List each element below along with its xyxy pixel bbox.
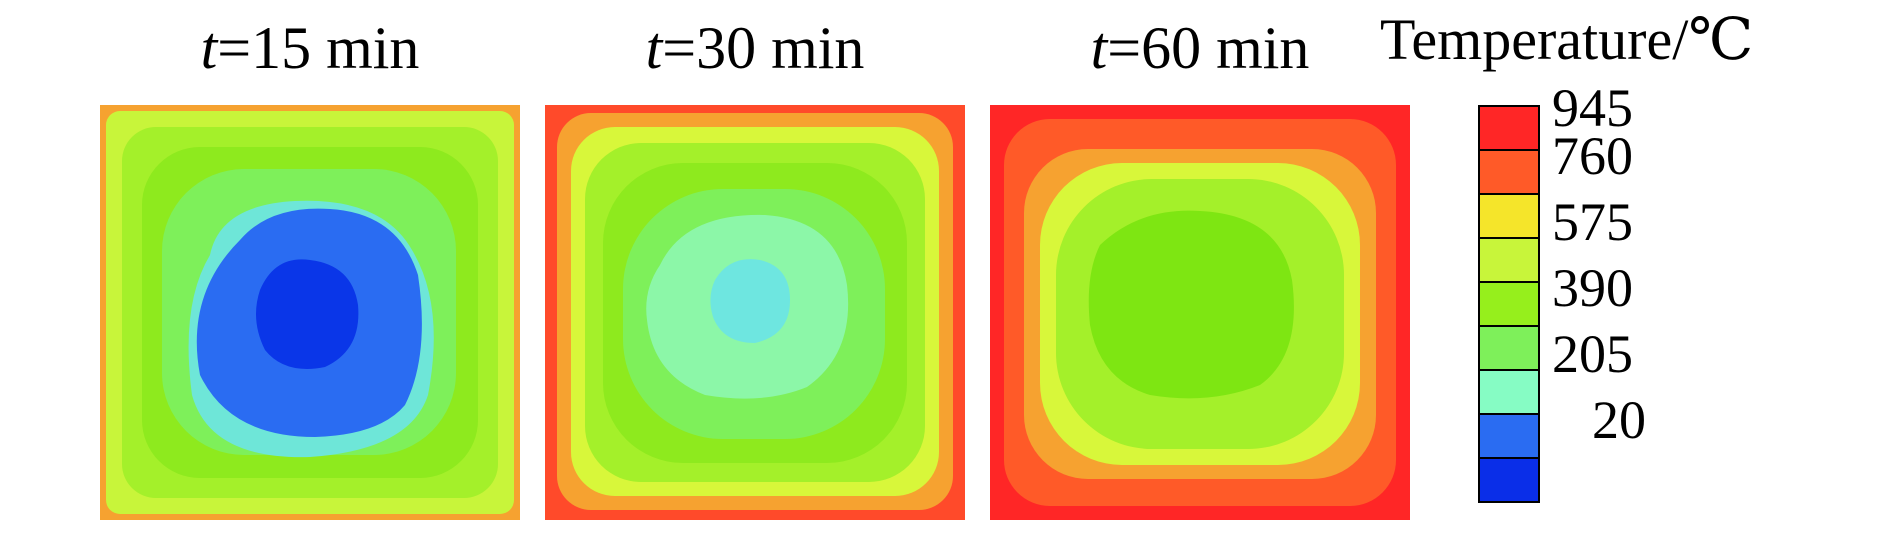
colorbar-segment <box>1478 457 1540 503</box>
legend-tick-label: 945 <box>1552 78 1633 138</box>
legend-tick-label: 760 <box>1552 126 1633 186</box>
panel-title-3: t=60 min <box>990 12 1410 84</box>
contour-panel-15min <box>100 105 520 520</box>
colorbar-segment <box>1478 325 1540 371</box>
time-symbol: t <box>1090 15 1108 81</box>
colorbar-segment <box>1478 413 1540 459</box>
contour-band-core <box>710 259 790 343</box>
legend-tick-label: 20 <box>1592 390 1646 450</box>
panel-title-2: t=30 min <box>545 12 965 84</box>
time-label: =15 min <box>217 15 420 81</box>
time-label: =60 min <box>1107 15 1310 81</box>
panel-title-1: t=15 min <box>100 12 520 84</box>
time-symbol: t <box>645 15 663 81</box>
contour-panel-60min <box>990 105 1410 520</box>
colorbar-segment <box>1478 237 1540 283</box>
time-symbol: t <box>200 15 218 81</box>
colorbar-segment <box>1478 105 1540 151</box>
colorbar <box>1478 105 1549 503</box>
colorbar-segment <box>1478 149 1540 195</box>
colorbar-segment <box>1478 281 1540 327</box>
legend-tick-label: 205 <box>1552 324 1633 384</box>
contour-band-core <box>1088 210 1294 399</box>
legend-tick-label: 390 <box>1552 258 1633 318</box>
legend-tick-label: 575 <box>1552 192 1633 252</box>
contour-panel-30min <box>545 105 965 520</box>
colorbar-segment <box>1478 369 1540 415</box>
contour-band-core <box>256 259 359 369</box>
colorbar-segment <box>1478 193 1540 239</box>
time-label: =30 min <box>662 15 865 81</box>
legend-title: Temperature/℃ <box>1380 7 1754 72</box>
